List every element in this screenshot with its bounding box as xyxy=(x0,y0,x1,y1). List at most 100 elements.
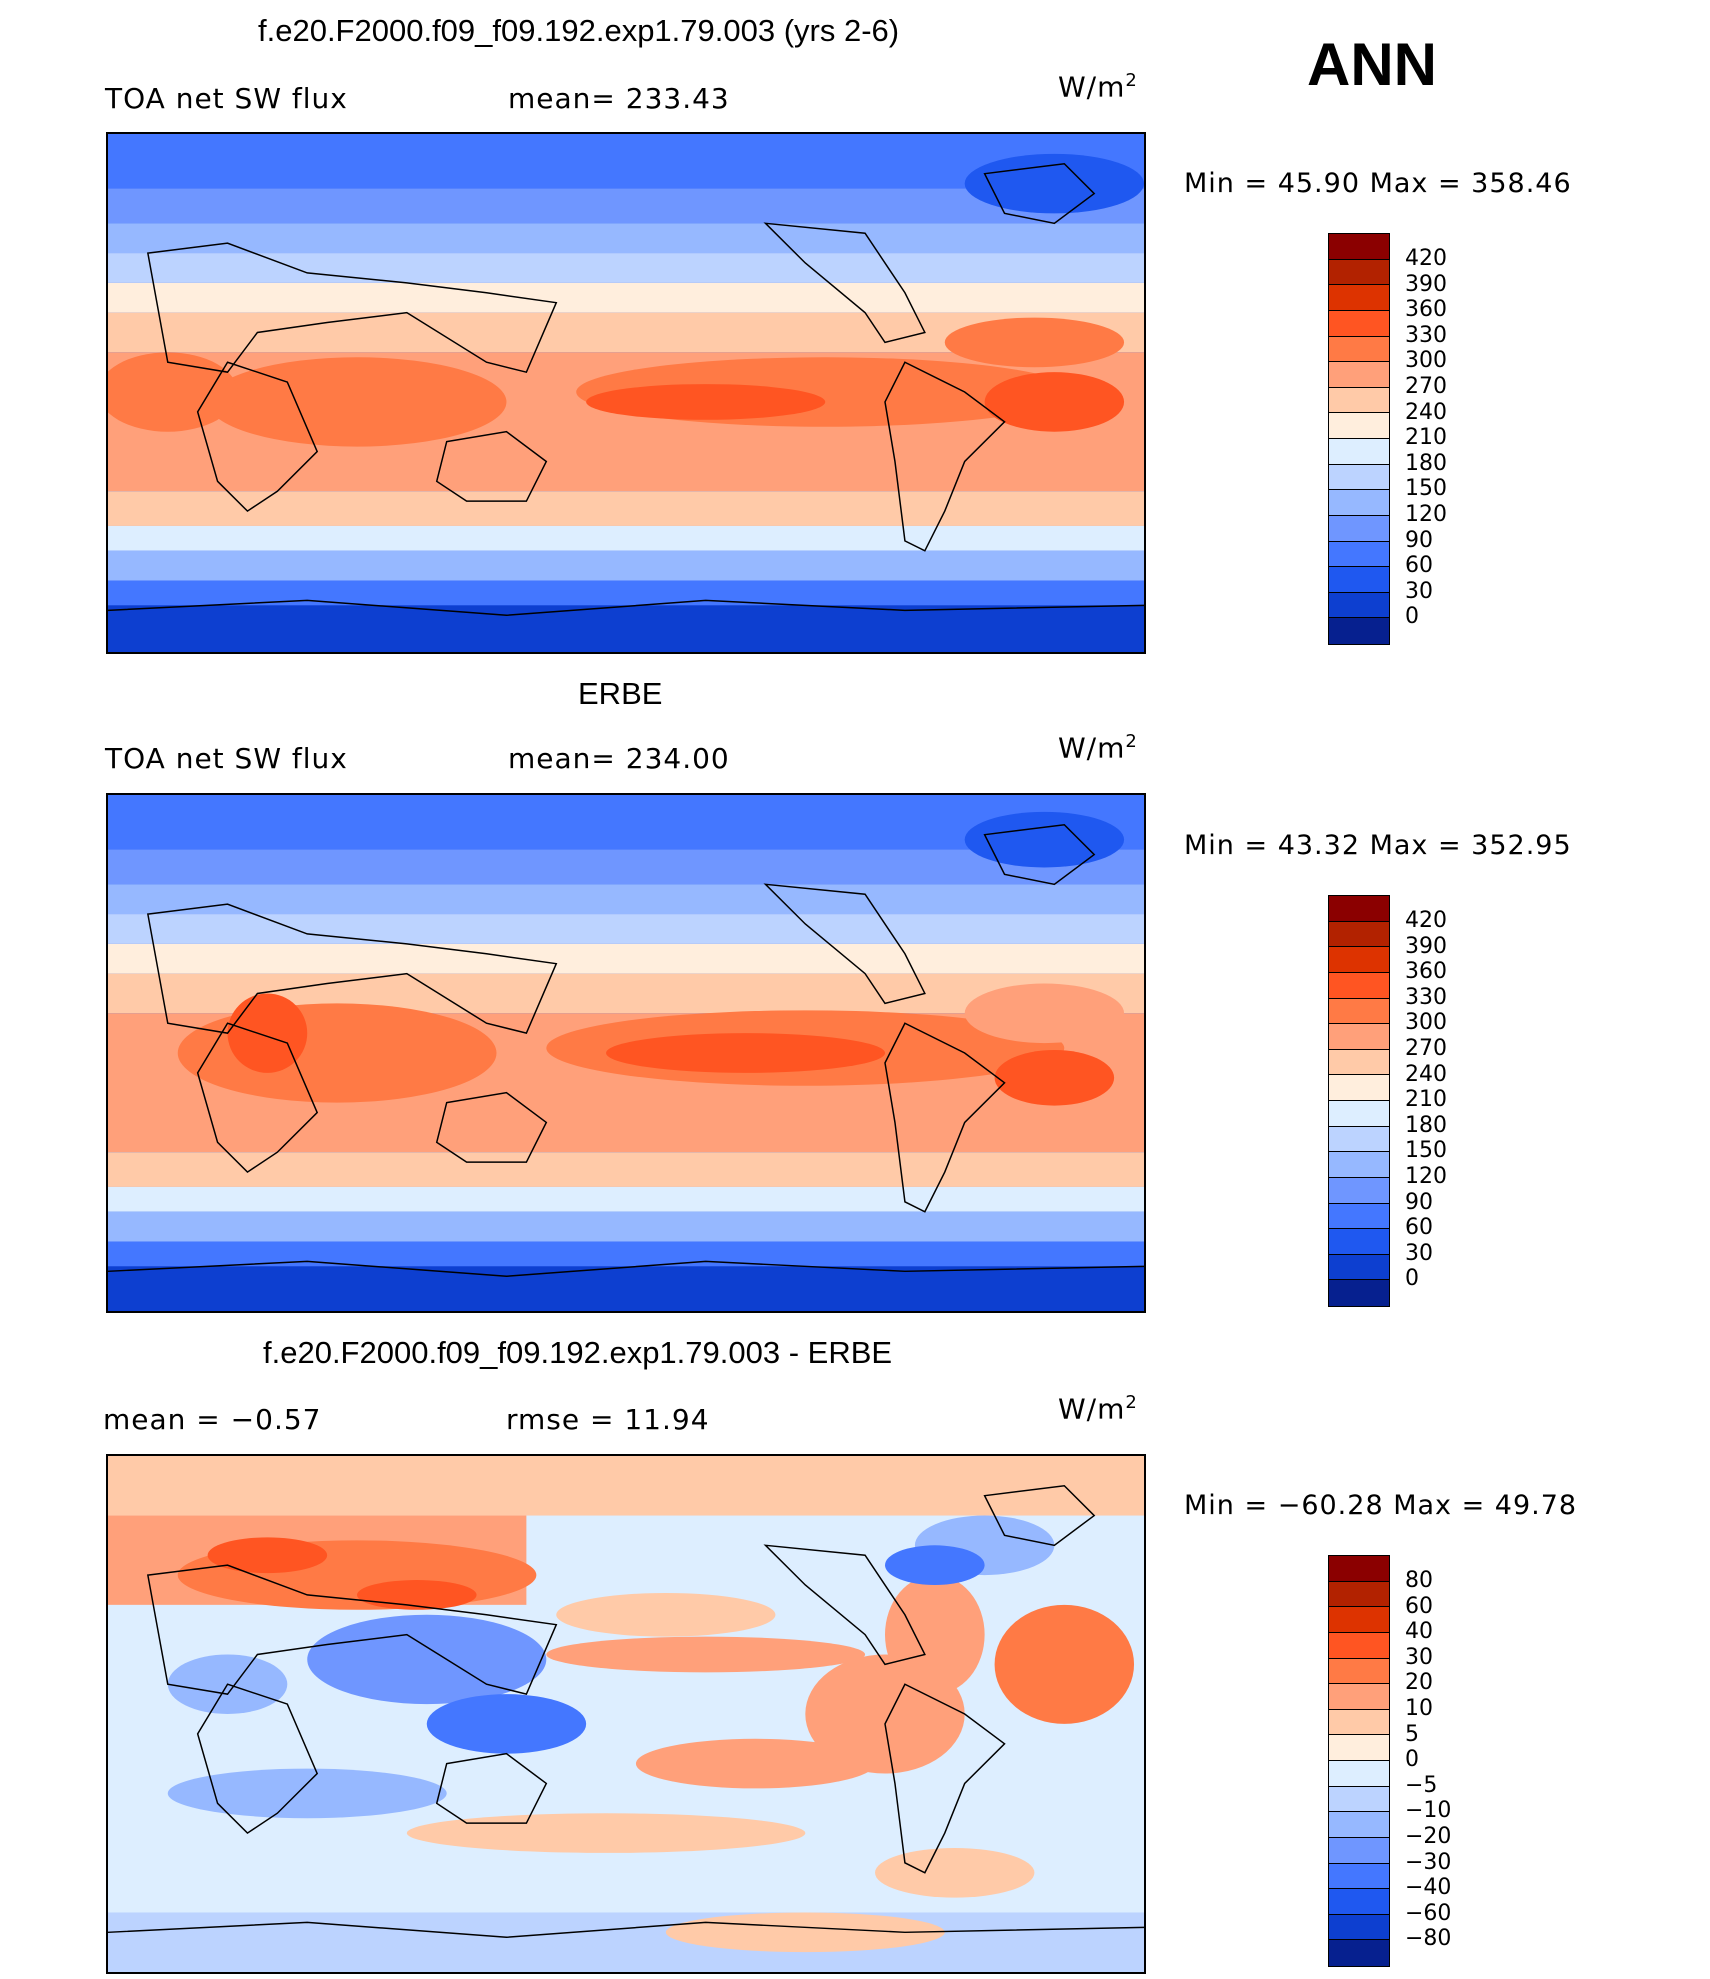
cbar3-band xyxy=(1329,1914,1389,1941)
cbar1-band xyxy=(1329,413,1389,439)
cbar2-band xyxy=(1329,921,1389,948)
panel3-colorbar xyxy=(1328,1555,1390,1967)
panel1-map-svg xyxy=(108,134,1144,652)
cbar-label: 60 xyxy=(1405,553,1433,579)
cbar2-band xyxy=(1329,1280,1389,1306)
cbar-label: 240 xyxy=(1405,1061,1447,1087)
cbar3-band xyxy=(1329,1761,1389,1787)
cbar3-band xyxy=(1329,1581,1389,1608)
cbar1-band xyxy=(1329,515,1389,542)
panel2-map xyxy=(106,793,1146,1313)
cbar-label: 240 xyxy=(1405,399,1447,425)
cbar3-band xyxy=(1329,1556,1389,1582)
cbar-label: 390 xyxy=(1405,933,1447,959)
cbar-label: 270 xyxy=(1405,1035,1447,1061)
cbar1-band xyxy=(1329,234,1389,260)
panel1-minmax: Min = 45.90 Max = 358.46 xyxy=(1184,168,1572,199)
cbar2-band xyxy=(1329,1152,1389,1178)
cbar3-band xyxy=(1329,1658,1389,1685)
cbar-label: 120 xyxy=(1405,1163,1447,1189)
panel2-colorbar-labels: 420 390 360 330 300 270 240 210 180 150 … xyxy=(1405,908,1447,1292)
cbar-label: −30 xyxy=(1405,1849,1452,1875)
cbar3-band xyxy=(1329,1786,1389,1813)
panel2-map-svg xyxy=(108,795,1144,1311)
cbar3-band xyxy=(1329,1684,1389,1710)
cbar2-band xyxy=(1329,1075,1389,1101)
cbar2-band xyxy=(1329,1177,1389,1204)
panel3-map xyxy=(106,1454,1146,1974)
cbar1-band xyxy=(1329,387,1389,414)
cbar-label: 5 xyxy=(1405,1721,1419,1747)
cbar-label: 120 xyxy=(1405,501,1447,527)
panel2-mean-label: mean= 234.00 xyxy=(508,742,730,775)
cbar-label: 300 xyxy=(1405,348,1447,374)
cbar-label: 90 xyxy=(1405,1189,1433,1215)
cbar-label: 390 xyxy=(1405,271,1447,297)
cbar3-band xyxy=(1329,1735,1389,1761)
cbar2-band xyxy=(1329,1101,1389,1127)
panel3-rmse-label: rmse = 11.94 xyxy=(506,1403,710,1436)
cbar2-band xyxy=(1329,1229,1389,1255)
panel3-title: f.e20.F2000.f09_f09.192.exp1.79.003 - ER… xyxy=(263,1335,893,1370)
cbar-label: 20 xyxy=(1405,1670,1433,1696)
cbar-label: −10 xyxy=(1405,1798,1452,1824)
panel1-map xyxy=(106,132,1146,654)
cbar-label: 10 xyxy=(1405,1695,1433,1721)
panel1-colorbar-labels: 420 390 360 330 300 270 240 210 180 150 … xyxy=(1405,246,1447,630)
cbar3-band xyxy=(1329,1940,1389,1966)
panel2-title: ERBE xyxy=(578,676,663,711)
cbar1-band xyxy=(1329,285,1389,311)
cbar-label: 270 xyxy=(1405,373,1447,399)
cbar1-band xyxy=(1329,362,1389,388)
cbar-label: 210 xyxy=(1405,425,1447,451)
cbar-label: 420 xyxy=(1405,246,1447,271)
panel3-mean-label: mean = −0.57 xyxy=(103,1403,322,1436)
cbar3-band xyxy=(1329,1837,1389,1864)
cbar-label: 300 xyxy=(1405,1010,1447,1036)
cbar1-band xyxy=(1329,490,1389,516)
cbar-label: 360 xyxy=(1405,297,1447,323)
cbar1-band xyxy=(1329,336,1389,363)
cbar-label: 150 xyxy=(1405,476,1447,502)
cbar-label: 0 xyxy=(1405,1266,1419,1292)
panel1-colorbar xyxy=(1328,233,1390,645)
cbar2-band xyxy=(1329,1126,1389,1153)
cbar-label: 180 xyxy=(1405,1112,1447,1138)
cbar-label: 330 xyxy=(1405,322,1447,348)
cbar-label: 360 xyxy=(1405,959,1447,985)
cbar2-band xyxy=(1329,1024,1389,1050)
cbar1-band xyxy=(1329,618,1389,644)
cbar3-band xyxy=(1329,1889,1389,1915)
cbar-label: 60 xyxy=(1405,1593,1433,1619)
cbar3-band xyxy=(1329,1812,1389,1838)
cbar3-band xyxy=(1329,1632,1389,1659)
cbar-label: 90 xyxy=(1405,527,1433,553)
cbar-label: −60 xyxy=(1405,1900,1452,1926)
season-label: ANN xyxy=(1307,31,1437,98)
cbar3-band xyxy=(1329,1709,1389,1736)
cbar1-band xyxy=(1329,439,1389,465)
cbar1-band xyxy=(1329,567,1389,593)
cbar-label: 0 xyxy=(1405,604,1419,630)
cbar-label: 40 xyxy=(1405,1619,1433,1645)
cbar1-band xyxy=(1329,310,1389,337)
panel3-minmax: Min = −60.28 Max = 49.78 xyxy=(1184,1490,1578,1521)
cbar-label: 30 xyxy=(1405,578,1433,604)
cbar-label: −40 xyxy=(1405,1875,1452,1901)
cbar-label: 60 xyxy=(1405,1215,1433,1241)
panel3-map-svg xyxy=(108,1456,1144,1972)
panel3-units: W/m2 xyxy=(1058,1392,1138,1426)
panel2-variable-label: TOA net SW flux xyxy=(105,742,348,775)
cbar2-band xyxy=(1329,896,1389,922)
cbar-label: 150 xyxy=(1405,1138,1447,1164)
panel1-mean-label: mean= 233.43 xyxy=(508,82,730,115)
cbar-label: −20 xyxy=(1405,1823,1452,1849)
cbar-label: −80 xyxy=(1405,1926,1452,1952)
cbar-label: 30 xyxy=(1405,1240,1433,1266)
panel3-colorbar-labels: 80 60 40 30 20 10 5 0 −5 −10 −20 −30 −40… xyxy=(1405,1568,1451,1952)
panel1-units: W/m2 xyxy=(1058,70,1138,104)
cbar1-band xyxy=(1329,592,1389,619)
cbar3-band xyxy=(1329,1863,1389,1890)
cbar2-band xyxy=(1329,972,1389,999)
panel1-variable-label: TOA net SW flux xyxy=(105,82,348,115)
